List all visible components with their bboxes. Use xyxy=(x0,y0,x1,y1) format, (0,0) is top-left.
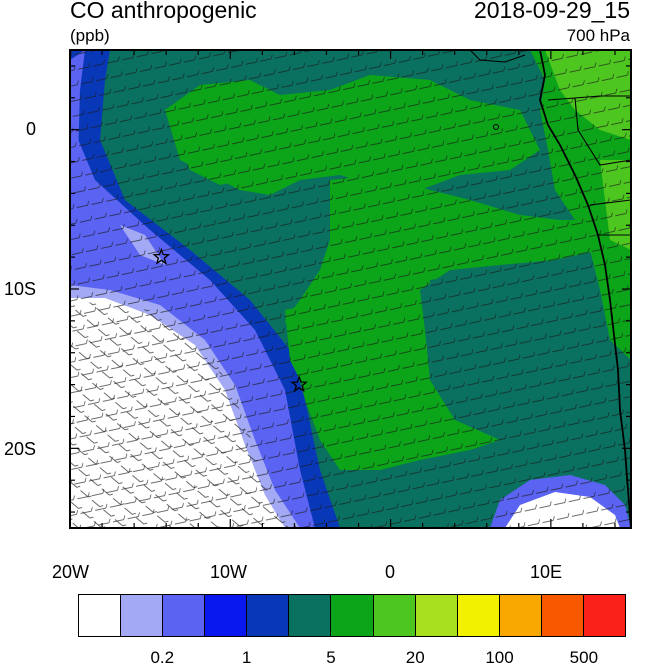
colorbar-swatch xyxy=(583,595,626,636)
colorbar-swatch xyxy=(331,595,374,636)
co-map xyxy=(69,49,632,529)
x-tick-label: 10W xyxy=(210,562,248,582)
colorbar-swatch xyxy=(457,595,500,636)
colorbar-label: 0.2 xyxy=(150,648,175,667)
colorbar-label: 20 xyxy=(405,648,425,667)
x-tick-label: 0 xyxy=(385,562,396,582)
units-label: (ppb) xyxy=(70,26,110,45)
colorbar-swatch xyxy=(247,595,290,636)
colorbar-label: 100 xyxy=(485,648,514,667)
star-marker-1 xyxy=(152,247,171,265)
colorbar-swatch xyxy=(121,595,164,636)
africa-coastline xyxy=(539,50,631,528)
map-title: CO anthropogenic xyxy=(70,0,257,23)
colorbar-label: 5 xyxy=(326,648,336,667)
colorbar-label: 500 xyxy=(569,648,599,667)
y-tick-label: 20S xyxy=(3,439,36,459)
colorbar-swatch xyxy=(163,595,206,636)
colorbar xyxy=(78,594,626,637)
colorbar-swatch xyxy=(373,595,416,636)
y-tick-label: 0 xyxy=(25,119,36,139)
colorbar-swatch xyxy=(499,595,542,636)
datetime-label: 2018-09-29_15 xyxy=(473,0,630,23)
map-field xyxy=(70,50,631,528)
x-tick-label: 20W xyxy=(52,562,90,582)
star-marker-2 xyxy=(290,375,308,393)
x-tick-label: 10E xyxy=(530,562,563,582)
colorbar-swatch xyxy=(79,595,122,636)
colorbar-swatch xyxy=(205,595,248,636)
y-tick-label: 10S xyxy=(3,279,36,299)
colorbar-swatch xyxy=(289,595,332,636)
colorbar-label: 1 xyxy=(241,648,252,667)
colorbar-swatch xyxy=(415,595,458,636)
colorbar-swatch xyxy=(541,595,584,636)
level-label: 700 hPa xyxy=(566,26,630,45)
